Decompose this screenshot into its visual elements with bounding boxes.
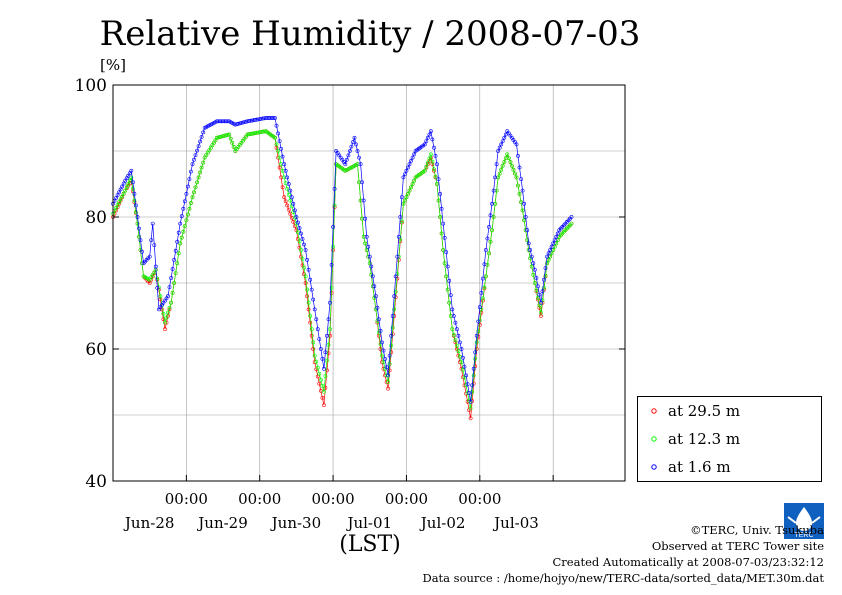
credits: ©TERC, Univ. Tsukuba Observed at TERC To… (422, 522, 824, 586)
series-line-0 (113, 131, 572, 418)
x-day-label: Jul-01 (345, 514, 392, 532)
credit-observed: Observed at TERC Tower site (422, 538, 824, 554)
legend-label-29-5m: at 29.5 m (668, 402, 740, 420)
x-time-label: 00:00 (385, 490, 428, 508)
series-1 (111, 130, 573, 410)
legend-label-1-6m: at 1.6 m (668, 458, 731, 476)
series-line-1 (113, 131, 572, 408)
y-tick-label: 80 (85, 208, 107, 228)
series-line-2 (113, 118, 572, 402)
x-day-label: Jun-30 (270, 514, 322, 532)
x-time-label: 00:00 (311, 490, 354, 508)
legend-item-12-3m: at 12.3 m (648, 430, 740, 448)
x-axis-label: (LST) (330, 532, 410, 557)
series-0 (111, 130, 573, 420)
series-2 (111, 116, 573, 403)
legend-item-29-5m: at 29.5 m (648, 402, 740, 420)
legend: at 29.5 m at 12.3 m at 1.6 m (637, 396, 822, 482)
x-time-label: 00:00 (458, 490, 501, 508)
x-time-label: 00:00 (238, 490, 281, 508)
humidity-chart: 406080100Jun-28 Jun-29 Jun-30 Jul-01 Jul-02 J… (0, 0, 842, 595)
legend-label-12-3m: at 12.3 m (668, 430, 740, 448)
y-tick-label: 60 (85, 340, 107, 360)
credit-copyright: ©TERC, Univ. Tsukuba (422, 522, 824, 538)
y-tick-label: 40 (85, 472, 107, 492)
credit-created: Created Automatically at 2008-07-03/23:3… (422, 554, 824, 570)
y-tick-label: 100 (75, 76, 107, 96)
credit-source: Data source : /home/hojyo/new/TERC-data/… (422, 570, 824, 586)
x-time-label: 00:00 (165, 490, 208, 508)
x-day-label: Jun-28 (123, 514, 175, 532)
x-day-label: Jun-29 (196, 514, 248, 532)
grid-lines (113, 85, 625, 481)
legend-item-1-6m: at 1.6 m (648, 458, 731, 476)
series-group (111, 116, 573, 420)
